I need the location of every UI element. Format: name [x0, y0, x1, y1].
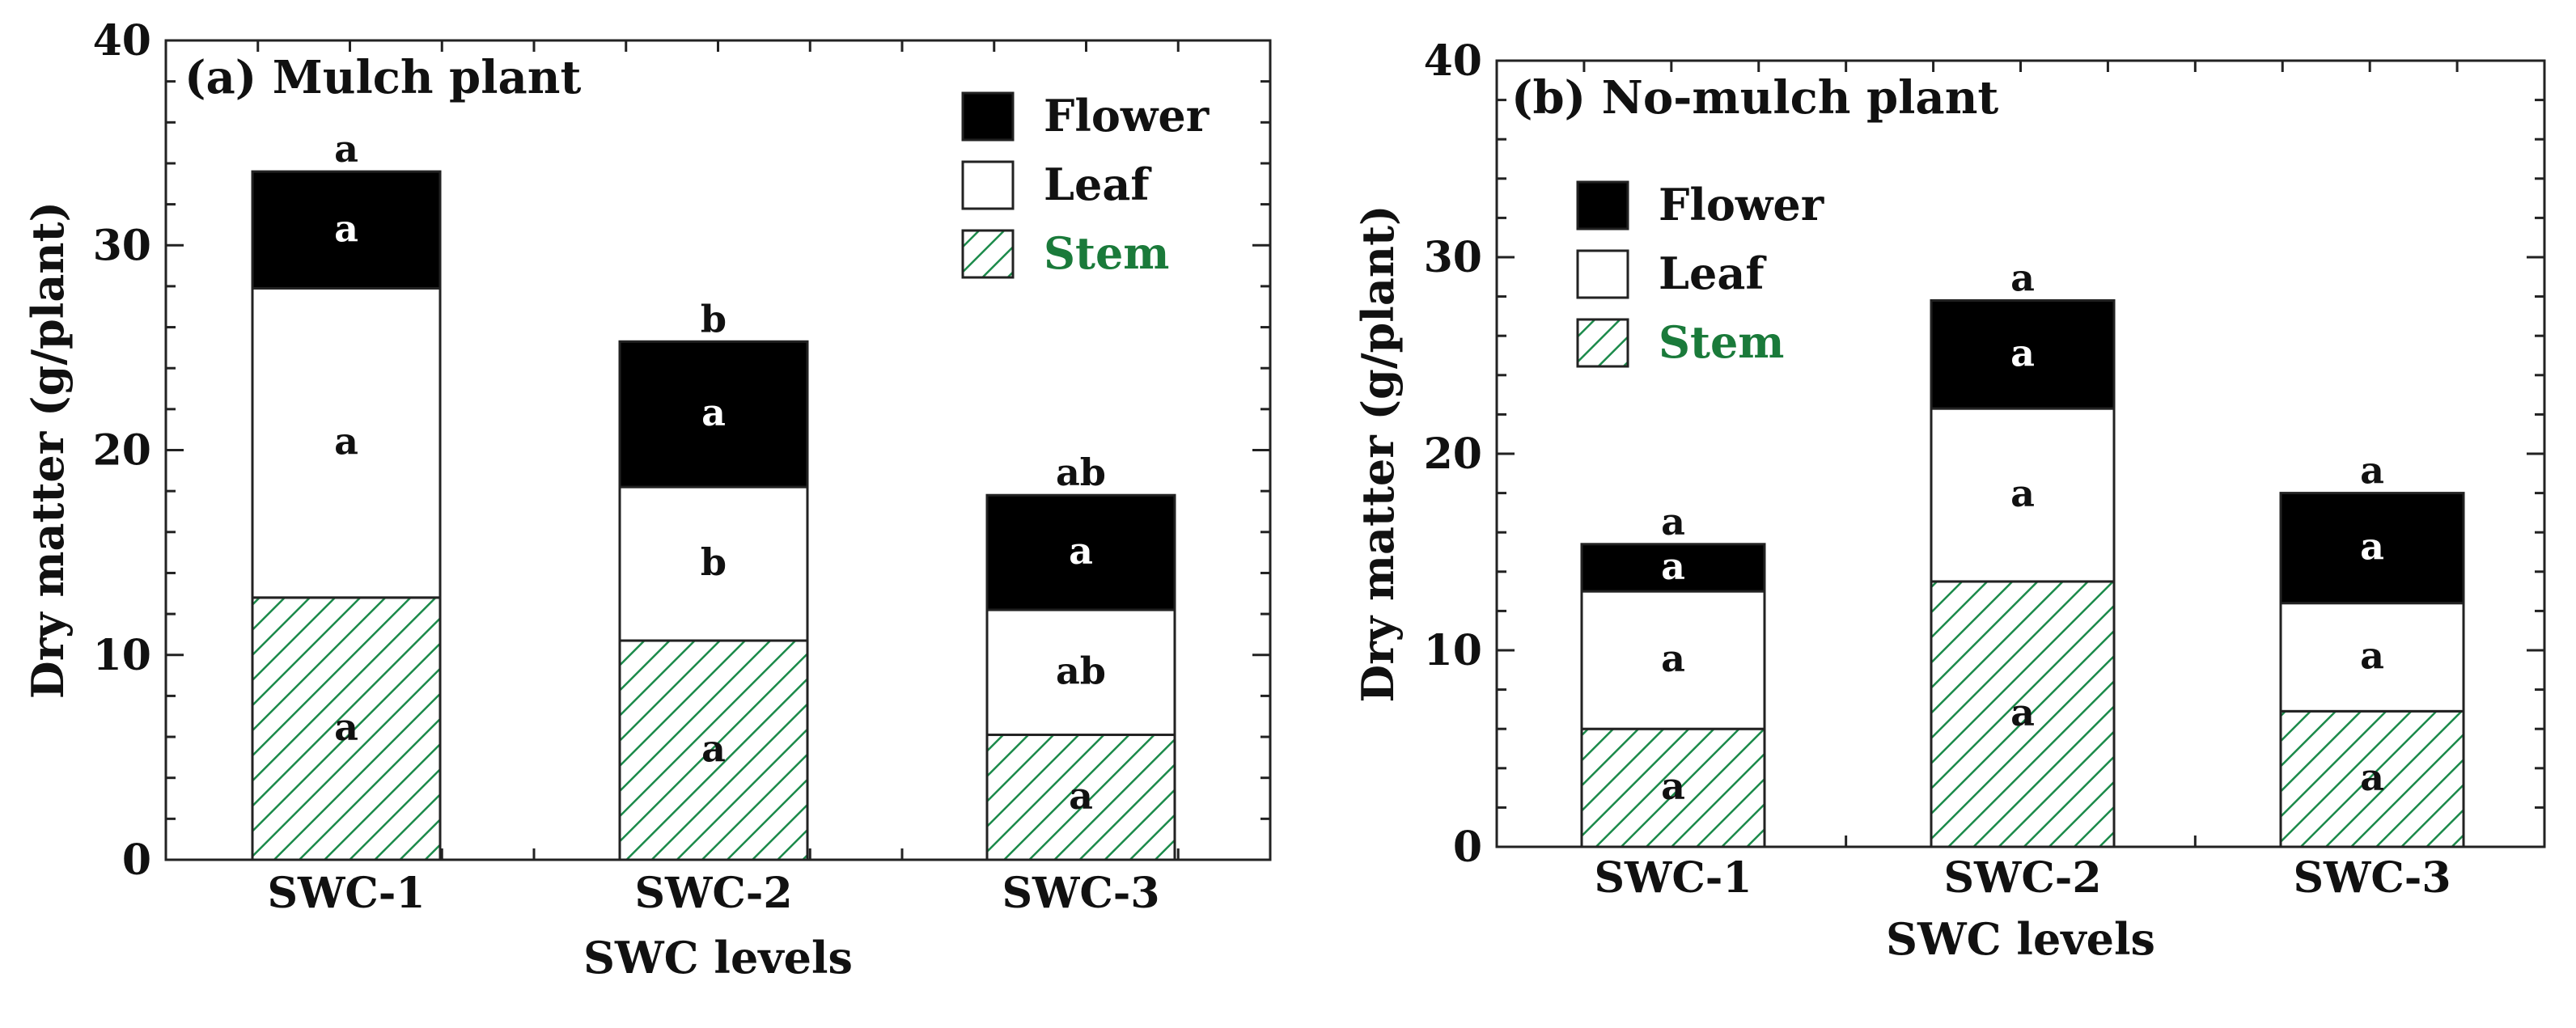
bar-flower-swc-3 [985, 493, 1176, 611]
significance-label-stem: a [1069, 774, 1093, 818]
significance-label-stem: a [701, 727, 726, 771]
legend-swatch-stem [961, 229, 1015, 279]
significance-label-stem: a [1661, 764, 1685, 808]
x-axis-title: SWC levels [1886, 913, 2155, 965]
legend-label-stem: Stem [1659, 316, 1784, 368]
bar-stem-swc-3 [985, 734, 1176, 861]
y-tick-label: 20 [93, 426, 151, 476]
significance-label-flower: a [2360, 525, 2384, 569]
legend-swatch-flower [1576, 180, 1629, 231]
y-tick-label: 10 [1424, 626, 1482, 675]
bar-flower-swc-2 [618, 340, 809, 489]
legend-swatch-leaf [1576, 249, 1629, 299]
total-significance-label: a [2010, 256, 2035, 299]
y-tick-label: 40 [93, 16, 151, 66]
total-significance-label: b [701, 297, 727, 341]
y-tick-label: 0 [1453, 823, 1482, 872]
y-tick-label: 30 [93, 221, 151, 270]
bar-stem-swc-2 [618, 639, 809, 861]
significance-label-leaf: a [334, 420, 358, 463]
panel-a-mulch: 010203040aaaaSWC-1ababSWC-2aabaabSWC-3SW… [22, 16, 1272, 984]
total-significance-label: a [2360, 449, 2384, 493]
x-tick-label: SWC-1 [1594, 853, 1752, 903]
legend-label-flower: Flower [1659, 179, 1824, 231]
total-significance-label: ab [1056, 451, 1106, 494]
y-axis-title: Dry matter (g/plant) [1352, 205, 1404, 702]
x-axis-title: SWC levels [583, 932, 853, 984]
bar-flower-swc-1 [251, 170, 442, 290]
y-axis-title: Dry matter (g/plant) [22, 201, 74, 699]
bar-flower-swc-1 [1580, 543, 1766, 593]
significance-label-stem: a [334, 705, 358, 749]
y-tick-label: 10 [93, 631, 151, 680]
bar-flower-swc-3 [2279, 492, 2465, 605]
significance-label-leaf: ab [1056, 649, 1106, 692]
legend-label-leaf: Leaf [1044, 159, 1152, 210]
significance-label-leaf: a [2010, 472, 2035, 515]
total-significance-label: a [334, 127, 358, 171]
significance-label-flower: a [1661, 544, 1685, 588]
significance-label-leaf: a [1661, 637, 1685, 680]
bar-leaf-swc-3 [985, 608, 1176, 737]
x-tick-label: SWC-3 [2293, 853, 2451, 903]
x-tick-label: SWC-2 [1943, 853, 2101, 903]
bar-leaf-swc-3 [2279, 602, 2465, 713]
bar-leaf-swc-1 [251, 286, 442, 599]
significance-label-flower: a [1069, 529, 1093, 573]
legend-label-leaf: Leaf [1659, 247, 1767, 299]
significance-label-stem: a [2010, 691, 2035, 734]
significance-label-leaf: a [2360, 634, 2384, 678]
y-tick-label: 20 [1424, 429, 1482, 479]
legend-swatch-stem [1576, 318, 1629, 368]
legend-label-stem: Stem [1044, 227, 1169, 279]
bar-leaf-swc-2 [618, 485, 809, 642]
x-tick-label: SWC-2 [634, 869, 792, 918]
bar-flower-swc-2 [1930, 298, 2116, 410]
y-tick-label: 0 [122, 836, 151, 885]
significance-label-leaf: b [701, 540, 727, 584]
significance-label-flower: a [334, 206, 358, 250]
x-tick-label: SWC-3 [1002, 869, 1159, 918]
panel-title: (a) Mulch plant [184, 51, 581, 104]
significance-label-flower: a [701, 391, 726, 434]
bar-stem-swc-1 [251, 596, 442, 861]
panel-title: (b) No-mulch plant [1511, 71, 1998, 125]
significance-label-flower: a [2010, 331, 2035, 374]
total-significance-label: a [1661, 500, 1685, 544]
x-tick-label: SWC-1 [267, 869, 425, 918]
legend-swatch-flower [961, 91, 1015, 142]
significance-label-stem: a [2360, 755, 2384, 799]
legend-swatch-leaf [961, 160, 1015, 210]
legend-label-flower: Flower [1044, 90, 1210, 142]
y-tick-label: 40 [1424, 36, 1482, 86]
panel-b-no-mulch: 010203040aaaaSWC-1aaaaSWC-2aaaaSWC-3SWC … [1352, 36, 2546, 965]
bar-stem-swc-1 [1580, 727, 1766, 848]
y-tick-label: 30 [1424, 233, 1482, 282]
